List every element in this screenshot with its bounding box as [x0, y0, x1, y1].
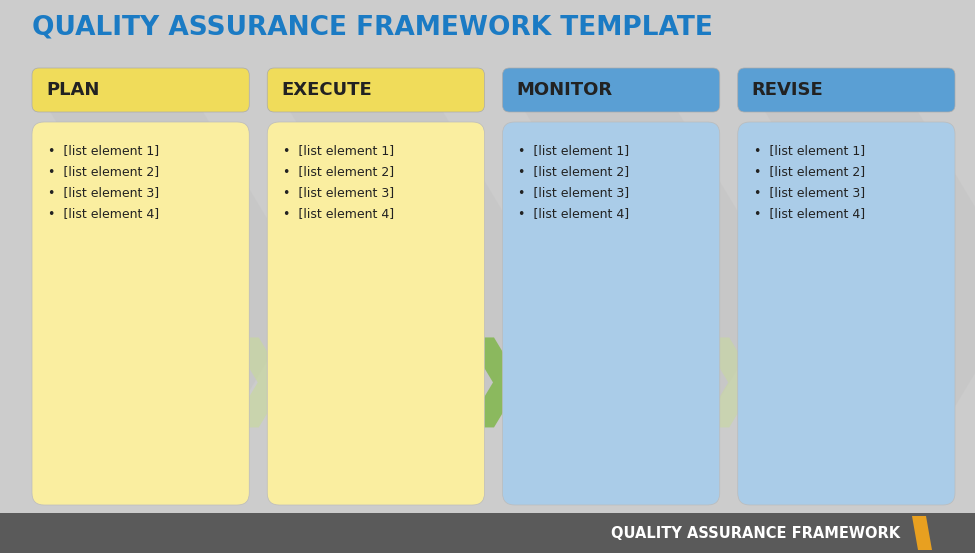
Text: •  [list element 1]: • [list element 1] [284, 144, 394, 157]
Text: PLAN: PLAN [46, 81, 99, 99]
Text: •  [list element 3]: • [list element 3] [48, 186, 159, 199]
FancyBboxPatch shape [267, 122, 485, 505]
Polygon shape [231, 337, 286, 427]
Text: •  [list element 4]: • [list element 4] [284, 207, 394, 220]
Text: •  [list element 2]: • [list element 2] [754, 165, 865, 178]
Polygon shape [515, 95, 785, 485]
Text: •  [list element 3]: • [list element 3] [284, 186, 394, 199]
Polygon shape [280, 95, 550, 485]
Text: •  [list element 4]: • [list element 4] [754, 207, 865, 220]
Text: •  [list element 4]: • [list element 4] [48, 207, 159, 220]
Text: EXECUTE: EXECUTE [281, 81, 372, 99]
Polygon shape [912, 516, 932, 550]
Text: •  [list element 1]: • [list element 1] [754, 144, 865, 157]
Text: •  [list element 2]: • [list element 2] [48, 165, 159, 178]
Polygon shape [40, 95, 310, 485]
Text: •  [list element 1]: • [list element 1] [519, 144, 630, 157]
FancyBboxPatch shape [738, 122, 955, 505]
Text: •  [list element 1]: • [list element 1] [48, 144, 159, 157]
FancyBboxPatch shape [502, 122, 720, 505]
Text: •  [list element 3]: • [list element 3] [754, 186, 865, 199]
Text: •  [list element 2]: • [list element 2] [284, 165, 394, 178]
FancyBboxPatch shape [32, 68, 250, 112]
Text: REVISE: REVISE [752, 81, 824, 99]
Text: MONITOR: MONITOR [517, 81, 612, 99]
Polygon shape [701, 337, 757, 427]
Text: QUALITY ASSURANCE FRAMEWORK TEMPLATE: QUALITY ASSURANCE FRAMEWORK TEMPLATE [32, 14, 713, 40]
Text: •  [list element 4]: • [list element 4] [519, 207, 630, 220]
FancyBboxPatch shape [502, 68, 720, 112]
Text: •  [list element 2]: • [list element 2] [519, 165, 630, 178]
Polygon shape [755, 95, 975, 485]
FancyBboxPatch shape [32, 122, 250, 505]
FancyBboxPatch shape [738, 68, 955, 112]
Polygon shape [466, 337, 521, 427]
Text: QUALITY ASSURANCE FRAMEWORK: QUALITY ASSURANCE FRAMEWORK [611, 525, 900, 540]
Bar [0, 513, 975, 553]
Text: •  [list element 3]: • [list element 3] [519, 186, 630, 199]
FancyBboxPatch shape [267, 68, 485, 112]
